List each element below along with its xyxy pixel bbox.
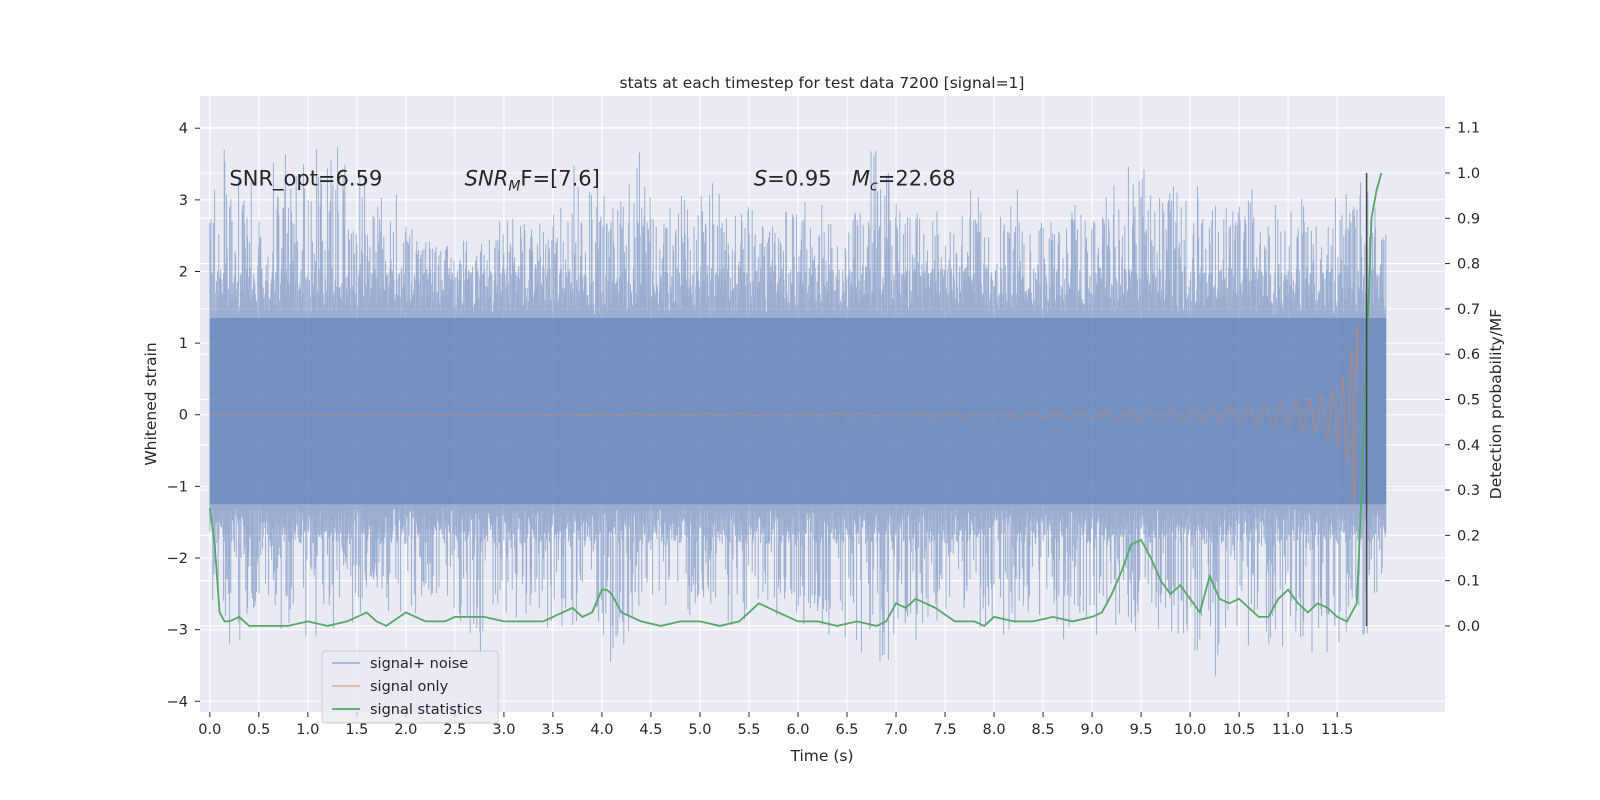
- y-left-tick-label-1: 3: [179, 193, 188, 209]
- y-left-tick-label-3: 1: [179, 336, 188, 352]
- y-left-tick-label-6: −2: [167, 551, 188, 567]
- x-tick-label-9: 4.5: [639, 722, 662, 738]
- y-right-tick-label-7: 0.4: [1457, 438, 1480, 454]
- annotations: SNR_opt=6.59 SNRMF=[7.6] S=0.95 Mc=22.68: [229, 166, 955, 194]
- y-left-tick-label-7: −3: [167, 623, 188, 639]
- annotation-2: S=0.95: [754, 166, 832, 190]
- x-tick-label-12: 6.0: [786, 722, 809, 738]
- x-tick-label-15: 7.5: [934, 722, 957, 738]
- x-tick-label-17: 8.5: [1032, 722, 1055, 738]
- x-axis-label: Time (s): [789, 747, 853, 765]
- x-tick-label-5: 2.5: [443, 722, 466, 738]
- y-right-tick-label-10: 0.1: [1457, 574, 1480, 590]
- annotation-3: Mc=22.68: [852, 166, 956, 194]
- y-right-tick-label-1: 1.0: [1457, 166, 1480, 182]
- signal-only-line: [209, 321, 1359, 504]
- x-tick-label-4: 2.0: [394, 722, 417, 738]
- y-left-tick-label-5: −1: [167, 479, 188, 495]
- chart-title: stats at each timestep for test data 720…: [620, 74, 1025, 92]
- y-left-tick-label-8: −4: [167, 694, 188, 710]
- x-tick-label-8: 4.0: [590, 722, 613, 738]
- annotation-0: SNR_opt=6.59: [229, 166, 382, 191]
- x-tick-label-1: 0.5: [247, 722, 270, 738]
- x-tick-label-10: 5.0: [688, 722, 711, 738]
- signal-only-trace: [209, 321, 1359, 504]
- y-right-tick-label-2: 0.9: [1457, 211, 1480, 227]
- legend-label-signal-statistics: signal statistics: [370, 702, 482, 718]
- signal-noise-core: [209, 318, 1387, 505]
- y-axis-label-right: Detection probability/MF: [1487, 309, 1505, 500]
- legend: signal+ noise signal only signal statist…: [321, 650, 499, 724]
- signal-statistics-line: [208, 172, 1383, 627]
- y-axis-label-left: Whitened strain: [142, 342, 160, 465]
- x-tick-label-14: 7.0: [884, 722, 907, 738]
- y-right-tick-label-9: 0.2: [1457, 528, 1480, 544]
- y-right-tick-label-8: 0.3: [1457, 483, 1480, 499]
- y-right-tick-label-4: 0.7: [1457, 302, 1480, 318]
- signal-statistics-trace: [208, 172, 1383, 627]
- annotation-1: SNRMF=[7.6]: [465, 166, 600, 194]
- y-left-tick-label-2: 2: [179, 264, 188, 280]
- legend-label-signal-noise: signal+ noise: [370, 656, 468, 672]
- x-tick-label-18: 9.0: [1081, 722, 1104, 738]
- y-left-tick-label-0: 4: [179, 121, 188, 137]
- y-right-tick-label-3: 0.8: [1457, 257, 1480, 273]
- x-tick-label-6: 3.0: [492, 722, 515, 738]
- y-right-tick-label-5: 0.6: [1457, 347, 1480, 363]
- legend-label-signal-only: signal only: [370, 679, 449, 695]
- x-tick-label-0: 0.0: [198, 722, 221, 738]
- x-tick-label-16: 8.0: [983, 722, 1006, 738]
- y-right-tick-label-6: 0.5: [1457, 392, 1480, 408]
- x-tick-label-21: 10.5: [1223, 722, 1255, 738]
- tick-labels: 0.0 0.5 1.0 1.5 2.0 2.5 3.0 3.5 4.0 4.5 5.0 5.5 6.0 6…: [167, 121, 1480, 738]
- y-right-tick-label-11: 0.0: [1457, 619, 1480, 635]
- x-tick-label-11: 5.5: [737, 722, 760, 738]
- x-tick-label-20: 10.0: [1174, 722, 1206, 738]
- x-tick-label-22: 11.0: [1272, 722, 1304, 738]
- x-tick-label-2: 1.0: [296, 722, 319, 738]
- x-tick-label-3: 1.5: [345, 722, 368, 738]
- y-left-tick-label-4: 0: [179, 408, 188, 424]
- legend-box: [321, 650, 499, 724]
- x-tick-label-19: 9.5: [1130, 722, 1153, 738]
- x-tick-label-23: 11.5: [1321, 722, 1353, 738]
- x-tick-label-13: 6.5: [835, 722, 858, 738]
- y-right-tick-label-0: 1.1: [1457, 121, 1480, 137]
- x-tick-label-7: 3.5: [541, 722, 564, 738]
